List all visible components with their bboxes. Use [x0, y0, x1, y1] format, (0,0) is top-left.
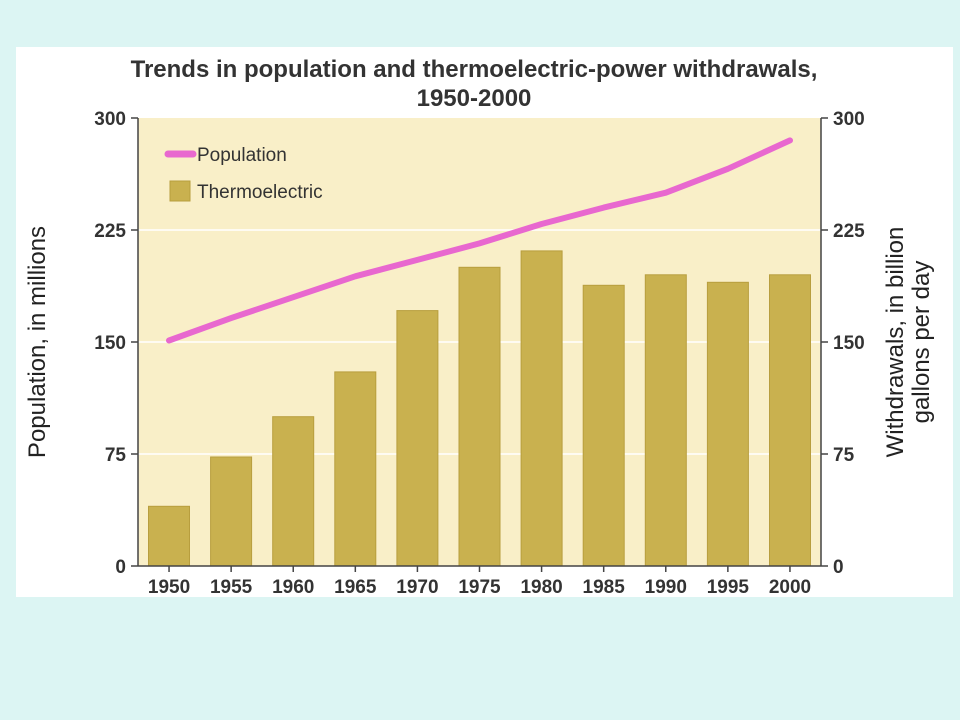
bar-1970 [396, 310, 439, 567]
x-tick-label: 1980 [520, 577, 562, 597]
y-tick-label-right: 225 [833, 221, 865, 242]
x-tick-label: 1950 [148, 577, 190, 597]
legend-label-population: Population [197, 145, 287, 166]
y-axis-title-left: Population, in millions [24, 226, 51, 458]
bar-1985 [582, 284, 625, 567]
y-tick-label-right: 75 [833, 445, 855, 466]
y-axis-title-right-line-2: gallons per day [908, 261, 935, 424]
chart: Trends in population and thermoelectric-… [24, 56, 935, 597]
y-tick-label-right: 150 [833, 333, 865, 354]
y-tick-label-left: 75 [105, 445, 127, 466]
x-tick-label: 1960 [272, 577, 314, 597]
y-tick-label-left: 0 [115, 557, 126, 578]
x-tick-label: 1975 [458, 577, 501, 597]
bar-1955 [210, 456, 253, 567]
x-tick-label: 1995 [707, 577, 750, 597]
bar-1980 [520, 250, 563, 567]
x-tick-label: 1965 [334, 577, 377, 597]
y-tick-label-left: 300 [94, 109, 126, 130]
bar-1950 [148, 505, 190, 567]
chart-card: Trends in population and thermoelectric-… [16, 47, 953, 597]
bar-1995 [706, 281, 749, 567]
bar-1960 [272, 416, 315, 567]
population-line [166, 137, 793, 344]
x-tick-label: 1955 [210, 577, 253, 597]
bar-1975 [458, 266, 501, 567]
legend-label-thermoelectric: Thermoelectric [197, 182, 323, 203]
tick-labels: 0 0 75 75 150 150 225 225 300 300 1950 1955 1960 1965… [94, 109, 865, 597]
x-tick-label: 2000 [769, 577, 811, 597]
y-tick-label-left: 225 [94, 221, 126, 242]
x-tick-label: 1970 [396, 577, 438, 597]
y-tick-label-left: 150 [94, 333, 126, 354]
x-tick-label: 1990 [645, 577, 687, 597]
y-axis-title-right-line-1: Withdrawals, in billion [882, 227, 909, 458]
bar-series [148, 250, 811, 567]
legend-swatch-thermoelectric [169, 180, 191, 202]
bar-1990 [644, 274, 687, 567]
axes [131, 117, 828, 572]
bar-1965 [334, 371, 377, 567]
x-tick-label: 1985 [583, 577, 626, 597]
chart-title-line-1: Trends in population and thermoelectric-… [131, 56, 818, 83]
line-series [166, 137, 793, 344]
y-tick-label-right: 300 [833, 109, 865, 130]
bar-2000 [769, 274, 811, 567]
chart-title-line-2: 1950-2000 [417, 85, 532, 112]
y-tick-label-right: 0 [833, 557, 844, 578]
